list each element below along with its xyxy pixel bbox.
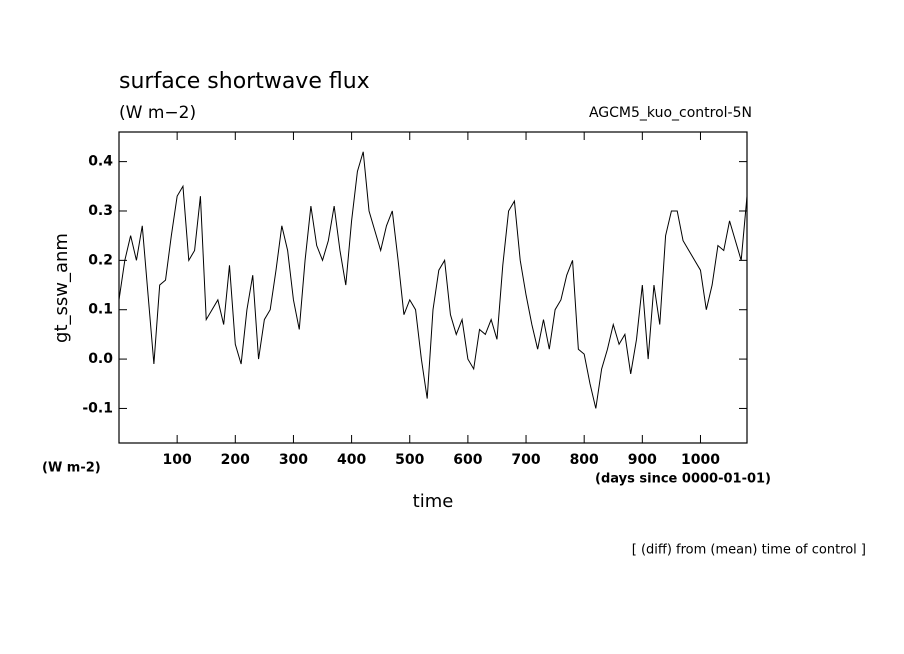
chart-title: surface shortwave flux (119, 69, 370, 94)
x-tick-label: 1000 (681, 452, 720, 468)
x-tick-label: 100 (163, 452, 192, 468)
x-tick-label: 700 (511, 452, 540, 468)
annotation: AGCM5_kuo_control-5N (589, 105, 752, 121)
y-axis-label: gt_ssw_anm (51, 233, 72, 343)
x-tick-label: 900 (628, 452, 657, 468)
x-tick-label: 600 (453, 452, 482, 468)
chart-subtitle: (W m−2) (119, 103, 196, 123)
data-line (118, 151, 748, 409)
y-tick-label: 0.2 (88, 252, 113, 268)
x-tick-label: 200 (221, 452, 250, 468)
x-tick-label: 300 (279, 452, 308, 468)
x-tick-label: 500 (395, 452, 424, 468)
y-tick-label: 0.4 (88, 154, 113, 170)
x-axis-label: time (413, 491, 454, 512)
y-tick-label: 0.1 (88, 302, 113, 318)
y-tick-label: 0.0 (88, 351, 113, 367)
y-unit: (W m-2) (42, 461, 101, 476)
x-tick-label: 800 (570, 452, 599, 468)
x-unit: (days since 0000-01-01) (595, 472, 771, 487)
x-tick-label: 400 (337, 452, 366, 468)
footnote: [ (diff) from (mean) time of control ] (632, 543, 866, 558)
y-tick-label: -0.1 (82, 400, 113, 416)
plot-frame (118, 131, 748, 444)
y-tick-label: 0.3 (88, 203, 113, 219)
